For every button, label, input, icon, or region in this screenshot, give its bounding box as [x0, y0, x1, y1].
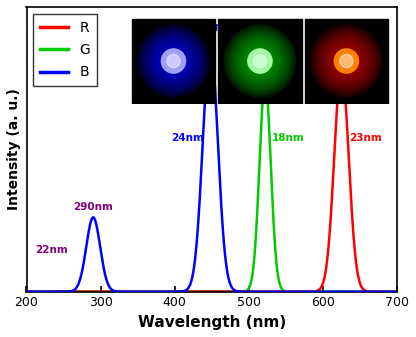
Text: 522nm: 522nm [243, 21, 287, 34]
Text: 290nm: 290nm [73, 203, 113, 212]
Text: 24nm: 24nm [172, 133, 205, 143]
Text: 23nm: 23nm [349, 133, 382, 143]
X-axis label: Wavelength (nm): Wavelength (nm) [138, 315, 286, 330]
Legend: R, G, B: R, G, B [33, 14, 97, 87]
Text: 18nm: 18nm [272, 133, 305, 143]
Text: 625nm: 625nm [319, 43, 364, 57]
Text: 22nm: 22nm [35, 245, 68, 254]
Text: 448nm: 448nm [182, 21, 227, 34]
Y-axis label: Intensity (a. u.): Intensity (a. u.) [7, 88, 21, 210]
